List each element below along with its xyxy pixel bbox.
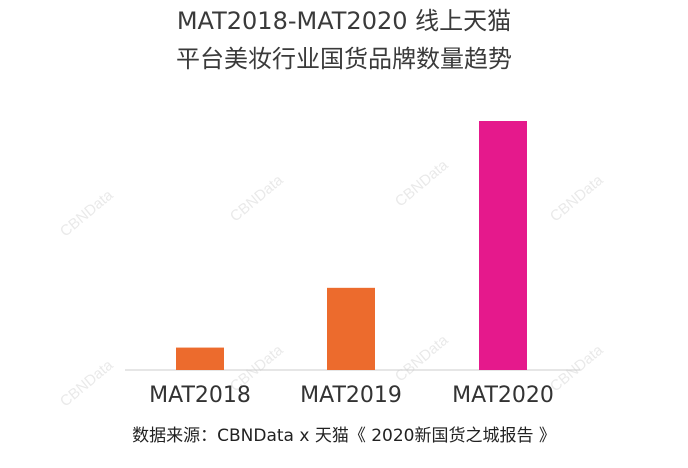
bar-mat2018 [176,347,224,370]
x-tick-label: MAT2019 [300,383,402,408]
bar-mat2020 [479,121,527,370]
bar-mat2019 [327,287,375,370]
x-tick-label: MAT2020 [452,383,554,408]
x-tick-label: MAT2018 [149,383,251,408]
chart-subtitle: 平台美妆行业国货品牌数量趋势 [176,45,512,73]
chart-title: MAT2018-MAT2020 线上天猫 [176,7,512,35]
source-note: 数据来源：CBNData x 天猫《 2020新国货之城报告 》 [132,426,556,446]
